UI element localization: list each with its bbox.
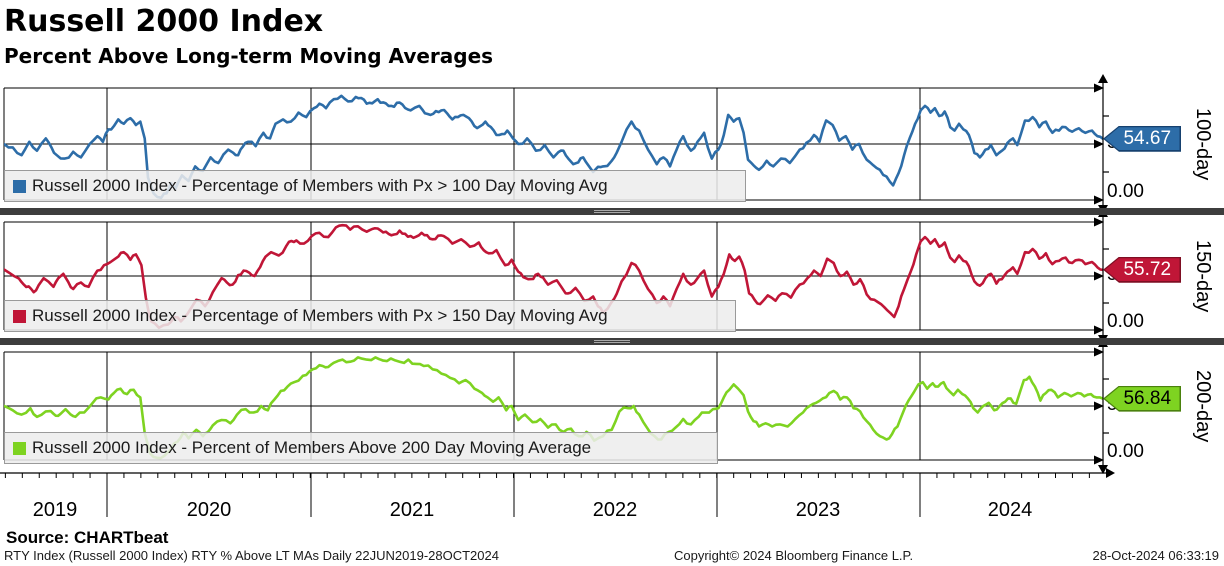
footer-security-info: RTY Index (Russell 2000 Index) RTY % Abo… — [4, 548, 499, 563]
legend-label-200day: Russell 2000 Index - Percent of Members … — [32, 438, 592, 457]
axis-title-200day: 200-day — [1192, 369, 1214, 443]
divider-grip-icon — [594, 340, 630, 341]
panel-divider-2[interactable] — [0, 338, 1224, 345]
source-line: Source: CHARTbeat — [6, 528, 169, 547]
y-tick-0-label-100day: 0.00 — [1107, 181, 1144, 202]
axis-title-100day: 100-day — [1192, 107, 1214, 181]
last-value-tag-text: 56.84 — [1105, 387, 1180, 411]
x-axis-year-label-2020: 2020 — [186, 499, 232, 521]
legend-box-200day[interactable]: Russell 2000 Index - Percent of Members … — [4, 432, 718, 464]
legend-label-150day: Russell 2000 Index - Percentage of Membe… — [32, 306, 608, 325]
panel-divider-1[interactable] — [0, 208, 1224, 215]
x-axis-year-label-2022: 2022 — [592, 499, 638, 521]
legend-swatch-100day — [13, 179, 26, 193]
legend-box-100day[interactable]: Russell 2000 Index - Percentage of Membe… — [4, 170, 746, 202]
last-value-tag-text: 55.72 — [1105, 258, 1180, 282]
divider-grip-icon — [594, 210, 630, 211]
x-axis-year-label-2024: 2024 — [987, 499, 1033, 521]
page-title: Russell 2000 Index — [4, 4, 324, 39]
legend-box-150day[interactable]: Russell 2000 Index - Percentage of Membe… — [4, 300, 736, 332]
legend-label-100day: Russell 2000 Index - Percentage of Membe… — [32, 176, 608, 195]
y-tick-0-label-150day: 0.00 — [1107, 311, 1144, 332]
page-subtitle: Percent Above Long-term Moving Averages — [4, 44, 494, 68]
x-axis-year-label-2019: 2019 — [32, 499, 78, 521]
legend-swatch-150day — [13, 309, 26, 323]
x-axis-year-label-2023: 2023 — [795, 499, 841, 521]
last-value-tag-200day: 56.84 — [1103, 385, 1181, 412]
last-value-tag-text: 54.67 — [1105, 127, 1180, 151]
last-value-tag-150day: 55.72 — [1103, 256, 1181, 283]
last-value-tag-100day: 54.67 — [1103, 125, 1181, 152]
footer-copyright: Copyright© 2024 Bloomberg Finance L.P. — [674, 548, 914, 563]
legend-swatch-200day — [13, 441, 26, 455]
axis-title-150day: 150-day — [1192, 239, 1214, 313]
footer-timestamp: 28-Oct-2024 06:33:19 — [1092, 548, 1219, 563]
y-tick-0-label-200day: 0.00 — [1107, 441, 1144, 462]
x-axis-year-label-2021: 2021 — [389, 499, 435, 521]
